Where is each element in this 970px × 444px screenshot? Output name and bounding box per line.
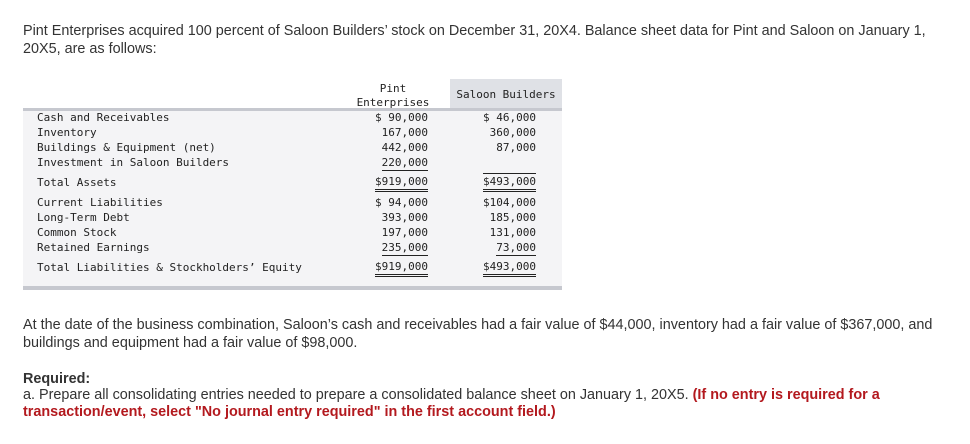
saloon-total-assets: $493,000 [483,173,536,192]
saloon-current-liabilities: $104,000 [483,196,536,209]
pint-total-assets: $919,000 [375,174,428,192]
pint-common-stock: 197,000 [381,226,428,239]
fair-value-paragraph: At the date of the business combination,… [23,317,933,351]
saloon-inventory: 360,000 [489,126,536,139]
pint-long-term-debt: 393,000 [381,211,428,224]
row-label-inventory: Inventory [37,126,97,139]
saloon-long-term-debt: 185,000 [489,211,536,224]
row-label-total-assets: Total Assets [37,176,117,189]
pint-retained-earnings: 235,000 [381,241,428,256]
row-label-total-liabilities-equity: Total Liabilities & Stockholders’ Equity [37,261,302,274]
pint-cash: $ 90,000 [375,111,428,124]
header-divider [23,108,562,111]
required-part-a-text: a. Prepare all consolidating entries nee… [23,387,693,403]
row-label-cash: Cash and Receivables [37,111,170,124]
required-part-a: a. Prepare all consolidating entries nee… [23,387,958,421]
pint-inventory: 167,000 [381,126,428,139]
pint-buildings: 442,000 [381,141,428,154]
row-label-retained-earnings: Retained Earnings [37,241,150,254]
row-label-long-term-debt: Long-Term Debt [37,211,130,224]
required-heading: Required: [23,371,91,387]
row-label-investment: Investment in Saloon Builders [37,156,230,169]
saloon-total-liabilities-equity: $493,000 [483,259,536,277]
saloon-retained-earnings: 73,000 [496,241,536,256]
saloon-common-stock: 131,000 [489,226,536,239]
pint-current-liabilities: $ 94,000 [375,196,428,209]
row-label-buildings: Buildings & Equipment (net) [37,141,216,154]
saloon-cash: $ 46,000 [483,111,536,124]
pint-investment: 220,000 [381,156,428,171]
balance-sheet-table: Pint Enterprises Saloon Builders Cash an… [23,79,562,290]
saloon-header-background [450,79,562,111]
row-label-common-stock: Common Stock [37,226,117,239]
saloon-buildings: 87,000 [496,141,536,154]
col-header-pint-line2: Enterprises [356,96,430,109]
pint-total-liabilities-equity: $919,000 [375,259,428,277]
table-bottom-border [23,286,562,290]
col-header-pint-line1: Pint [379,82,407,95]
row-label-current-liabilities: Current Liabilities [37,196,163,209]
required-part-a-note: (If no entry is required for a transacti… [23,387,880,420]
col-header-saloon: Saloon Builders [456,88,556,101]
problem-intro: Pint Enterprises acquired 100 percent of… [23,23,926,57]
